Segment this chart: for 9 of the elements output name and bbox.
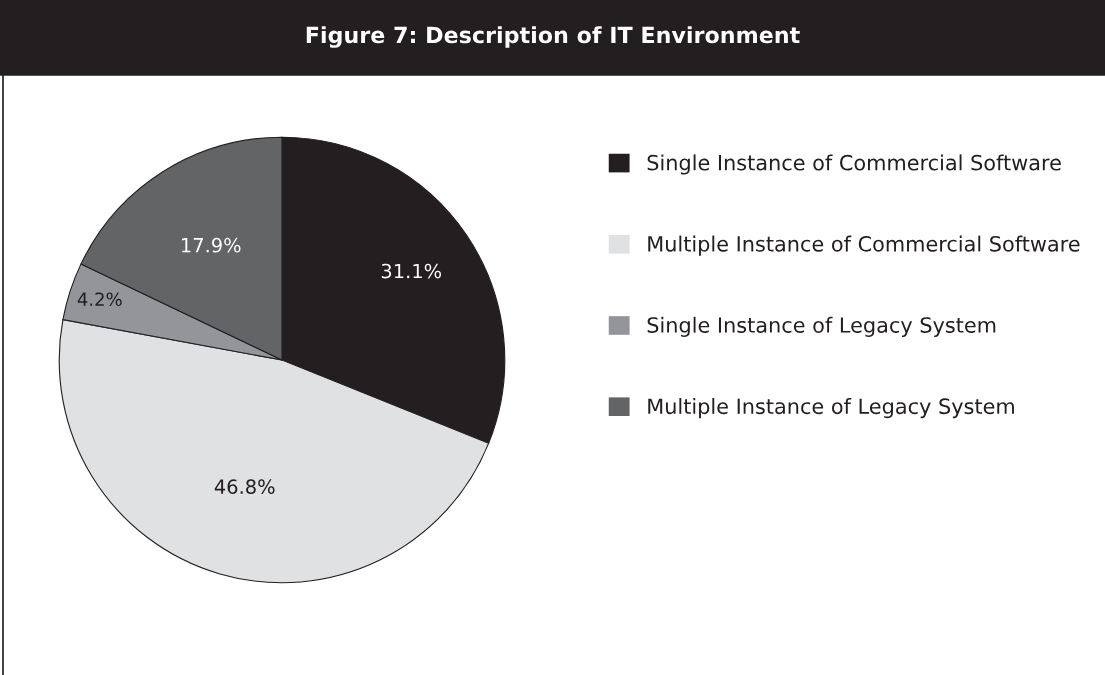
legend-label: Multiple Instance of Commercial Software xyxy=(648,235,1080,256)
data-label: 17.9% xyxy=(181,237,241,253)
data-label: 4.2% xyxy=(77,292,122,307)
data-label: 46.8% xyxy=(214,479,275,494)
data-label: 31.1% xyxy=(381,263,442,279)
chart-title: Figure 7: Description of IT Environment xyxy=(306,26,800,48)
legend-label: Single Instance of Commercial Software xyxy=(647,154,1061,175)
legend-label: Single Instance of Legacy System xyxy=(647,316,996,337)
legend-label: Multiple Instance of Legacy System xyxy=(648,398,1014,419)
